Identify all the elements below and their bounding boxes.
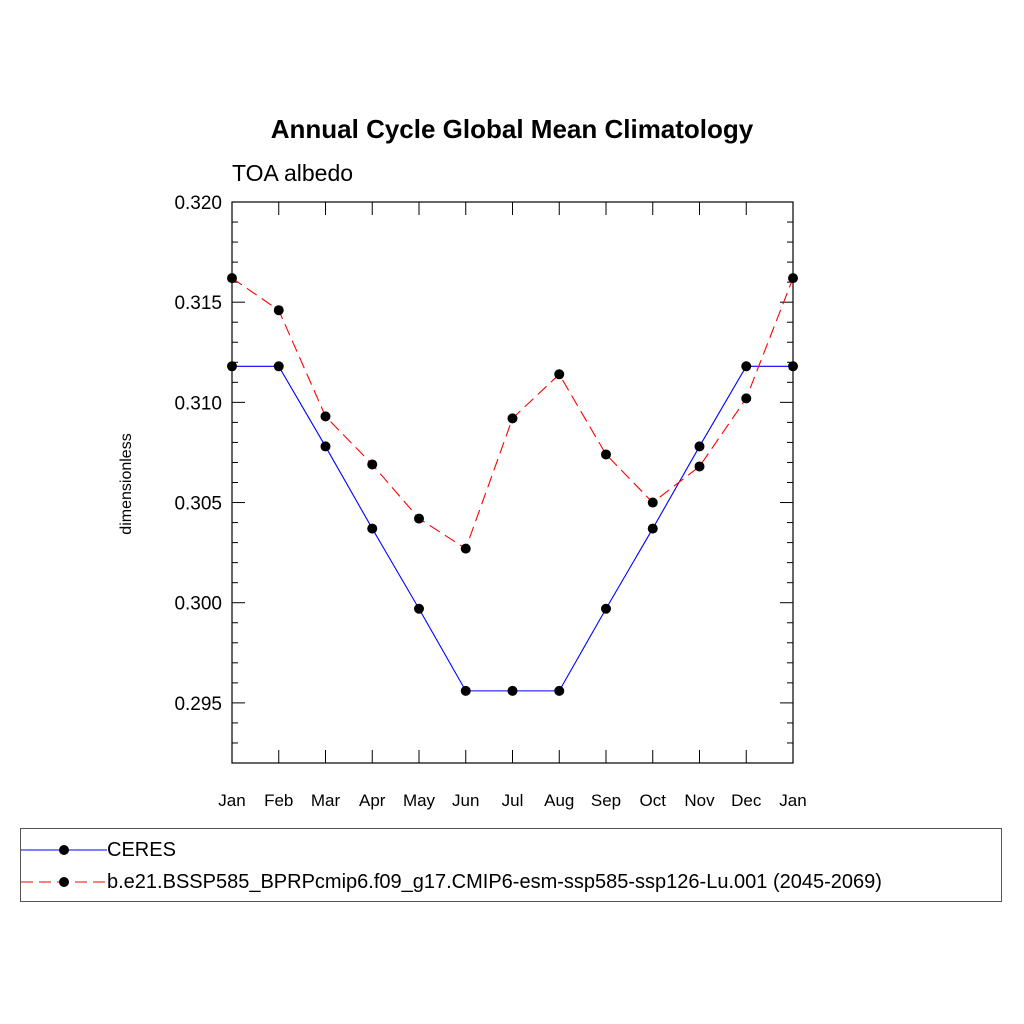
series-1-point: [414, 513, 424, 524]
axis-ticks: [231, 201, 794, 764]
plot-frame: [231, 201, 794, 764]
x-tick-label: Mar: [311, 791, 341, 810]
series-line-1: [231, 277, 794, 550]
x-tick-label: Nov: [684, 791, 715, 810]
legend-item-model: b.e21.BSSP585_BPRPcmip6.f09_g17.CMIP6-es…: [21, 871, 882, 893]
series-0-point: [414, 603, 424, 614]
series-0-point: [273, 361, 284, 372]
x-tick-label: Oct: [640, 791, 667, 810]
y-tick-label: 0.305: [174, 494, 222, 515]
y-tick-label: 0.310: [174, 393, 222, 414]
series-0-point: [741, 361, 752, 372]
series-0-point: [320, 441, 331, 452]
series-lines: [231, 277, 794, 692]
x-tick-label: Sep: [591, 791, 621, 810]
x-tick-label: Dec: [731, 791, 762, 810]
series-0-point: [601, 603, 611, 614]
series-0-point: [694, 441, 705, 452]
y-tick-label: 0.320: [174, 193, 222, 214]
chart-title: Annual Cycle Global Mean Climatology: [270, 114, 754, 144]
x-tick-label: Feb: [264, 791, 293, 810]
chart-subtitle: TOA albedo: [232, 160, 354, 186]
series-0-point: [554, 685, 565, 696]
series-0-point: [507, 685, 518, 696]
series-1-point: [694, 461, 705, 472]
series-1-point: [273, 305, 284, 316]
x-tick-label: Jan: [218, 791, 245, 810]
legend-item-ceres: CERES: [21, 839, 176, 861]
legend-marker-model: [21, 877, 107, 887]
y-tick-label: 0.315: [174, 293, 222, 314]
series-1-point: [554, 369, 565, 380]
series-0-point: [367, 523, 378, 534]
series-1-point: [507, 413, 518, 424]
legend-label-ceres: CERES: [107, 838, 176, 861]
legend: CERES b.e21.BSSP585_BPRPcmip6.f09_g17.CM…: [20, 828, 1002, 902]
x-tick-label: Aug: [544, 791, 574, 810]
series-points: [227, 273, 798, 696]
series-1-point: [741, 393, 752, 404]
series-1-point: [647, 497, 658, 508]
x-tick-label: Apr: [359, 791, 386, 810]
x-tick-label: Jul: [502, 791, 524, 810]
x-tick-label: May: [403, 791, 436, 810]
y-tick-label: 0.300: [174, 594, 222, 615]
y-axis-label: dimensionless: [118, 433, 135, 534]
series-1-point: [460, 543, 471, 554]
axis-labels: 0.295 0.300 0.305 0.310 0.315 0.320 Jan Feb Mar A…: [174, 193, 806, 810]
series-0-point: [460, 685, 471, 696]
series-1-point: [601, 449, 611, 460]
series-1-point: [367, 459, 378, 470]
y-tick-label: 0.295: [174, 694, 222, 715]
legend-marker-ceres: [21, 845, 107, 855]
series-0-point: [647, 523, 658, 534]
x-tick-label: Jun: [452, 791, 479, 810]
x-tick-label: Jan: [779, 791, 806, 810]
series-1-point: [320, 411, 331, 422]
legend-label-model: b.e21.BSSP585_BPRPcmip6.f09_g17.CMIP6-es…: [107, 870, 882, 893]
